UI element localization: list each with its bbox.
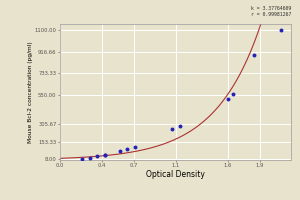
Point — [170, 127, 175, 130]
Point — [177, 125, 182, 128]
Point — [88, 157, 92, 160]
Point — [125, 147, 130, 150]
Point — [133, 145, 137, 149]
Point — [231, 92, 236, 95]
Point — [118, 149, 122, 152]
Point — [252, 53, 257, 56]
Point — [278, 28, 283, 32]
X-axis label: Optical Density: Optical Density — [146, 170, 205, 179]
Point — [103, 154, 107, 157]
Y-axis label: Mouse Bcl-2 concentration (pg/ml): Mouse Bcl-2 concentration (pg/ml) — [28, 41, 33, 143]
Point — [95, 155, 100, 158]
Text: k = 3.37764609
r = 0.99981267: k = 3.37764609 r = 0.99981267 — [251, 6, 291, 17]
Point — [226, 97, 230, 100]
Point — [103, 153, 107, 156]
Point — [80, 157, 85, 161]
